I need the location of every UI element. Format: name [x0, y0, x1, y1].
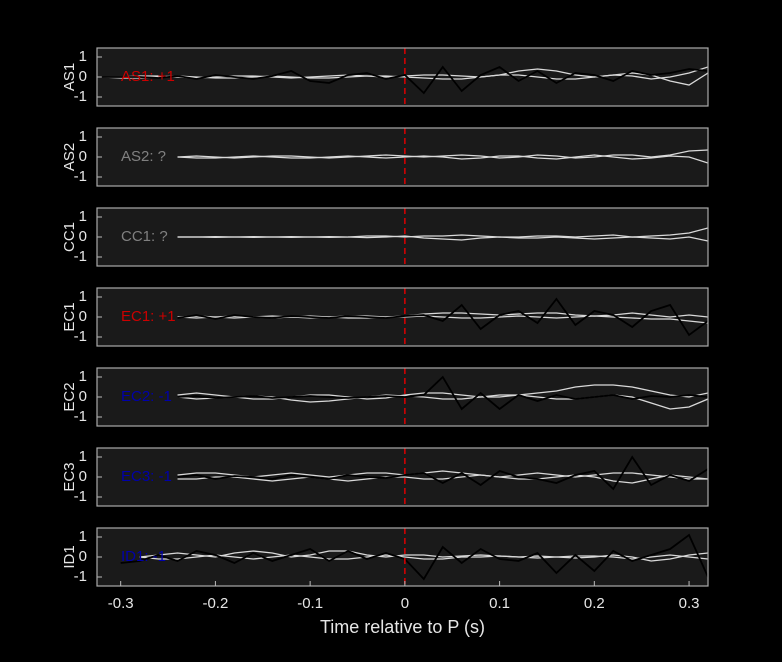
y-tick-label: 0 [79, 308, 87, 325]
annotation: AS2: ? [121, 148, 166, 165]
traces [177, 455, 708, 491]
annotation: EC3: -1 [121, 468, 172, 485]
y-tick-label: -1 [74, 168, 87, 185]
x-tick-label: -0.3 [108, 595, 134, 612]
x-tick-label: 0.1 [489, 595, 510, 612]
y-tick-label: 1 [79, 208, 87, 225]
y-tick-label: 1 [79, 128, 87, 145]
x-tick-label: 0 [401, 595, 409, 612]
trace [177, 455, 708, 491]
y-tick-label: 0 [79, 548, 87, 565]
trace [139, 550, 708, 562]
trace [177, 474, 708, 484]
y-axis-label: EC2 [61, 382, 78, 411]
trace [177, 375, 708, 411]
annotation: AS1: +1 [121, 68, 175, 85]
y-tick-label: 0 [79, 388, 87, 405]
trace [139, 554, 708, 560]
traces [177, 227, 708, 242]
y-tick-label: -1 [74, 488, 87, 505]
trace [120, 533, 708, 581]
y-axis-label: AS2 [61, 143, 78, 171]
trace [177, 312, 708, 319]
y-axis-label: EC1 [61, 302, 78, 331]
trace [177, 154, 708, 164]
trace [177, 384, 708, 400]
y-tick-label: -1 [74, 328, 87, 345]
y-tick-label: -1 [74, 88, 87, 105]
traces [177, 149, 708, 164]
y-tick-label: 1 [79, 528, 87, 545]
trace [101, 65, 708, 95]
annotation: EC2: -1 [121, 388, 172, 405]
traces [177, 297, 708, 337]
y-tick-label: 1 [79, 48, 87, 65]
axes-frame [96, 447, 709, 507]
trace [177, 297, 708, 337]
traces [177, 375, 708, 411]
axes-frame [96, 47, 709, 107]
y-tick-label: -1 [74, 408, 87, 425]
axes-frame [96, 127, 709, 187]
y-tick-label: 1 [79, 448, 87, 465]
y-tick-label: 0 [79, 228, 87, 245]
x-axis-label: Time relative to P (s) [320, 617, 485, 637]
annotation: CC1: ? [121, 228, 168, 245]
y-axis-label: AS1 [61, 63, 78, 91]
y-tick-label: 0 [79, 148, 87, 165]
x-tick-label: -0.2 [202, 595, 228, 612]
y-tick-label: -1 [74, 568, 87, 585]
y-axis-label: EC3 [61, 462, 78, 491]
x-tick-label: 0.2 [584, 595, 605, 612]
y-axis-label: CC1 [61, 222, 78, 252]
axes-frame [96, 367, 709, 427]
annotation: EC1: +1 [121, 308, 176, 325]
x-tick-label: -0.1 [297, 595, 323, 612]
axes-frame [96, 287, 709, 347]
y-tick-label: 0 [79, 68, 87, 85]
y-tick-label: 0 [79, 468, 87, 485]
traces [120, 533, 708, 581]
annotation: ID1: -1 [121, 548, 166, 565]
y-axis-label: ID1 [61, 545, 78, 568]
trace [177, 470, 708, 480]
traces [101, 65, 708, 95]
y-tick-label: 1 [79, 288, 87, 305]
x-tick-label: 0.3 [679, 595, 700, 612]
axes-frame [96, 207, 709, 267]
y-tick-label: -1 [74, 248, 87, 265]
trace [177, 235, 708, 242]
y-tick-label: 1 [79, 368, 87, 385]
axes-frame [96, 527, 709, 587]
